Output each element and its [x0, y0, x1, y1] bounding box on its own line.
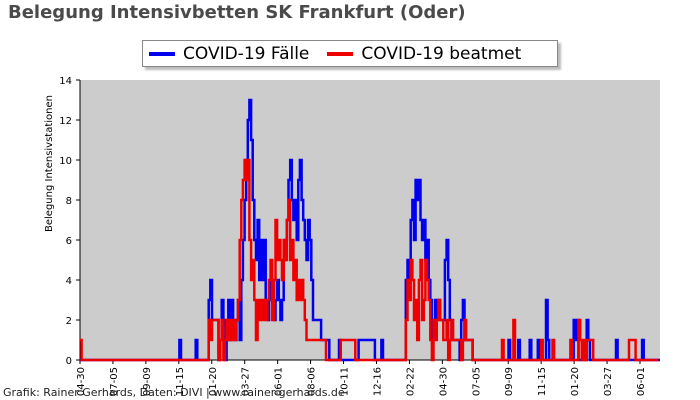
x-tick-label: 11-15	[175, 367, 186, 396]
legend-swatch-beatmet	[327, 51, 354, 56]
series-layer	[80, 98, 660, 362]
legend-label-beatmet: COVID-19 beatmet	[361, 43, 522, 64]
legend-label-faelle: COVID-19 Fälle	[183, 43, 310, 64]
plot-area	[80, 80, 660, 360]
chart-legend: COVID-19 Fälle COVID-19 beatmet	[142, 40, 558, 67]
y-tick-label: 8	[66, 196, 72, 207]
x-tick-label: 12-16	[372, 367, 383, 396]
y-tick-label: 0	[66, 356, 72, 367]
y-tick-label: 14	[59, 76, 72, 87]
footer-credit: Grafik: Rainer Gerhards, Daten: DIVI | w…	[3, 386, 345, 399]
series-line-beatmet	[80, 158, 659, 362]
x-tick-label: 09-09	[504, 367, 515, 396]
x-tick-label: 04-30	[76, 367, 87, 396]
x-tick-label: 07-05	[471, 367, 482, 396]
y-axis-label: Belegung Intensivstationen	[44, 95, 55, 232]
y-axis: 0 2 4 6 8 10 12 14	[59, 76, 81, 367]
legend-swatch-faelle	[149, 51, 175, 56]
x-tick-label: 02-22	[405, 367, 416, 396]
legend-item-faelle: COVID-19 Fälle	[149, 44, 309, 64]
y-tick-label: 6	[66, 236, 72, 247]
x-tick-label: 11-15	[537, 367, 548, 396]
x-tick-label: 06-01	[636, 367, 647, 396]
x-tick-label: 01-20	[570, 367, 581, 396]
legend-item-beatmet: COVID-19 beatmet	[327, 44, 521, 64]
chart-title: Belegung Intensivbetten SK Frankfurt (Od…	[8, 2, 466, 23]
x-tick-label: 01-20	[208, 367, 219, 396]
y-tick-label: 12	[59, 116, 72, 127]
y-tick-label: 10	[59, 156, 72, 167]
x-tick-label: 08-06	[307, 367, 318, 396]
y-tick-label: 2	[66, 316, 72, 327]
x-tick-label: 10-11	[340, 367, 351, 396]
y-tick-label: 4	[66, 276, 72, 287]
x-tick-label: 07-05	[109, 367, 120, 396]
x-tick-label: 03-27	[241, 367, 252, 396]
x-axis: 04-30 07-05 09-09 11-15 01-20 03-27 06-01 08-06…	[76, 359, 660, 396]
x-tick-label: 03-27	[603, 367, 614, 396]
x-tick-label: 09-09	[142, 367, 153, 396]
x-tick-label: 06-01	[274, 367, 285, 396]
x-tick-label: 04-30	[438, 367, 449, 396]
